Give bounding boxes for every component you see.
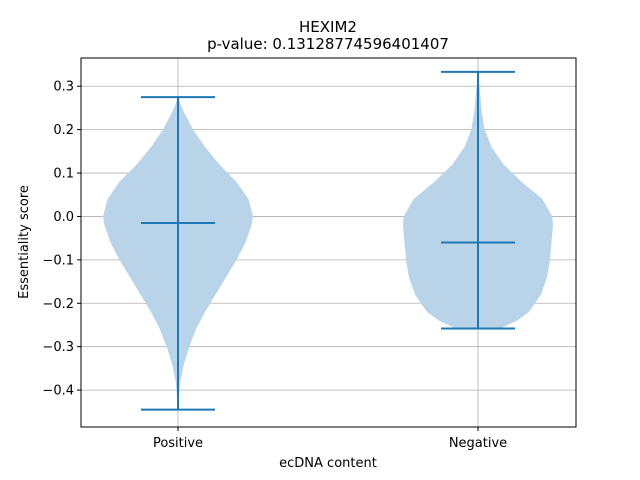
y-tick-label: −0.3: [42, 340, 74, 355]
chart-title: HEXIM2: [299, 18, 357, 36]
stat-layer: [141, 70, 515, 411]
x-axis-label: ecDNA content: [279, 456, 377, 471]
x-tick-label: Negative: [449, 436, 507, 451]
plot-frame: [80, 57, 577, 428]
x-tick-label: Positive: [153, 436, 203, 451]
y-tick-label: 0.2: [53, 123, 74, 138]
y-tick-label: −0.1: [42, 253, 74, 268]
y-tick-label: 0.0: [53, 210, 74, 225]
x-axis-ticks: Positive Negative: [153, 427, 507, 451]
violin-layer: [103, 71, 553, 410]
y-tick-label: 0.3: [53, 80, 74, 95]
y-tick-label: −0.2: [42, 297, 74, 312]
chart-subtitle: p-value: 0.13128774596401407: [207, 35, 449, 53]
y-axis-label: Essentiality score: [17, 185, 32, 299]
y-axis-ticks: 0.3 0.2 0.1 0.0 −0.1 −0.2 −0.3 −0.4: [42, 80, 81, 399]
y-tick-label: 0.1: [53, 167, 74, 182]
y-tick-label: −0.4: [42, 384, 74, 399]
